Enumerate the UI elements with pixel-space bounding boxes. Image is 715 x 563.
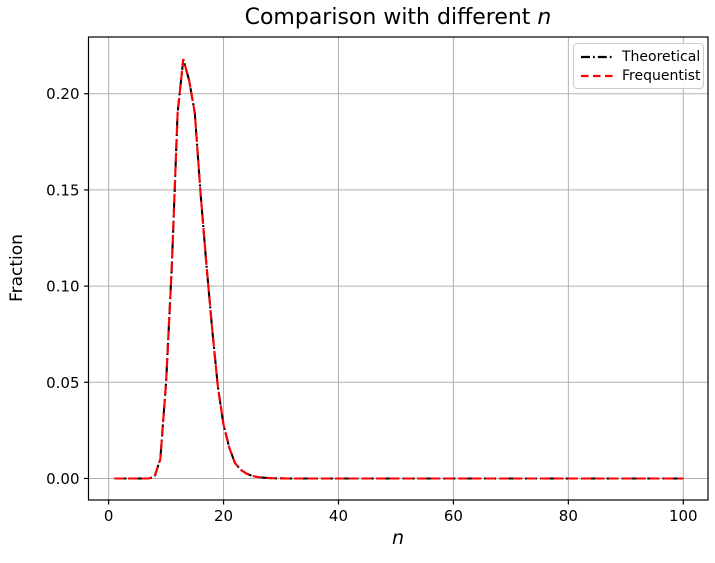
chart-title-text: Comparison with different bbox=[244, 5, 538, 30]
chart-title: Comparison with different n bbox=[88, 4, 708, 32]
x-axis-label: n bbox=[391, 527, 405, 549]
legend-item-frequentist: Frequentist bbox=[581, 68, 701, 84]
legend: Theoretical Frequentist bbox=[573, 43, 704, 89]
legend-label-theoretical: Theoretical bbox=[622, 48, 701, 65]
series-line-theoretical bbox=[114, 58, 684, 480]
plot-frame bbox=[87, 36, 709, 501]
x-tick-label: 20 bbox=[214, 507, 233, 525]
legend-label-frequentist: Frequentist bbox=[622, 67, 701, 84]
dashdot-line-icon bbox=[581, 55, 614, 58]
y-tick-label: 0.20 bbox=[46, 85, 79, 103]
x-tick-label: 100 bbox=[669, 507, 698, 525]
chart-title-math-n: n bbox=[537, 5, 552, 30]
x-tick-label: 0 bbox=[104, 507, 114, 525]
legend-item-theoretical: Theoretical bbox=[581, 49, 700, 65]
x-tick-label: 80 bbox=[559, 507, 578, 525]
y-tick-label: 0.00 bbox=[46, 470, 79, 488]
y-tick-label: 0.15 bbox=[46, 181, 79, 199]
dashed-line-icon bbox=[581, 74, 614, 77]
y-tick-label: 0.10 bbox=[46, 278, 79, 296]
x-tick-label: 40 bbox=[329, 507, 348, 525]
series-line-frequentist bbox=[114, 58, 684, 480]
x-tick-label: 60 bbox=[444, 507, 463, 525]
y-tick-label: 0.05 bbox=[46, 374, 79, 392]
y-axis-label: Fraction bbox=[7, 234, 27, 302]
